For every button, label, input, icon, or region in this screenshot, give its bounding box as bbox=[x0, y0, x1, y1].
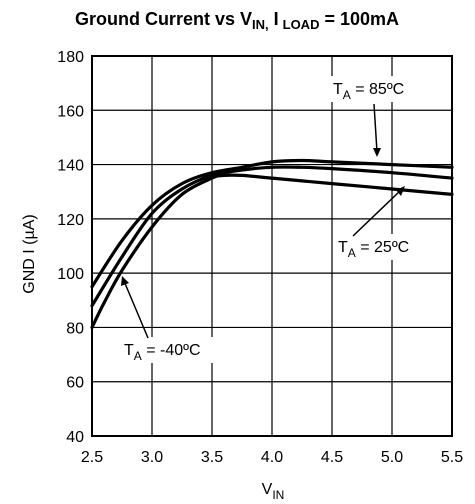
y-tick-labels: 40 60 80 100 120 140 160 180 bbox=[57, 49, 84, 446]
svg-text:TA = -40ºC: TA = -40ºC bbox=[124, 342, 201, 363]
annotation-25c-arrow bbox=[352, 189, 402, 237]
svg-text:TA = 25ºC: TA = 25ºC bbox=[338, 239, 409, 260]
y-tick-label: 40 bbox=[66, 429, 84, 446]
y-tick-label: 160 bbox=[57, 103, 84, 120]
y-axis-label: GND I (µA) bbox=[21, 214, 38, 293]
annotation-25c: TA = 25ºC bbox=[333, 186, 435, 260]
annotation-neg40c: TA = -40ºC bbox=[120, 276, 228, 363]
y-tick-label: 80 bbox=[66, 320, 84, 337]
x-tick-label: 5.0 bbox=[381, 449, 403, 466]
y-tick-label: 180 bbox=[57, 49, 84, 66]
x-axis-label: VIN bbox=[262, 481, 285, 502]
y-tick-label: 100 bbox=[57, 266, 84, 283]
annotation-neg40c-arrow bbox=[123, 280, 149, 339]
x-tick-label: 4.0 bbox=[261, 449, 283, 466]
y-tick-label: 60 bbox=[66, 375, 84, 392]
series-line-neg40c bbox=[90, 173, 454, 329]
annotation-85c: TA = 85ºC bbox=[328, 76, 432, 157]
x-tick-label: 3.0 bbox=[141, 449, 163, 466]
x-tick-label: 2.5 bbox=[81, 449, 103, 466]
chart-title: Ground Current vs VIN, I LOAD = 100mA bbox=[75, 9, 399, 32]
annotation-85c-arrow bbox=[373, 103, 378, 153]
series-line-25c bbox=[90, 165, 454, 308]
x-tick-labels: 2.5 3.0 3.5 4.0 4.5 5.0 5.5 bbox=[81, 449, 463, 466]
y-tick-label: 120 bbox=[57, 212, 84, 229]
y-tick-label: 140 bbox=[57, 158, 84, 175]
x-tick-label: 5.5 bbox=[441, 449, 463, 466]
svg-text:TA = 85ºC: TA = 85ºC bbox=[333, 81, 404, 102]
series-lines bbox=[90, 158, 454, 329]
x-tick-label: 4.5 bbox=[321, 449, 343, 466]
x-tick-label: 3.5 bbox=[201, 449, 223, 466]
plot-frame bbox=[91, 55, 453, 437]
series-line-85c bbox=[90, 158, 454, 289]
